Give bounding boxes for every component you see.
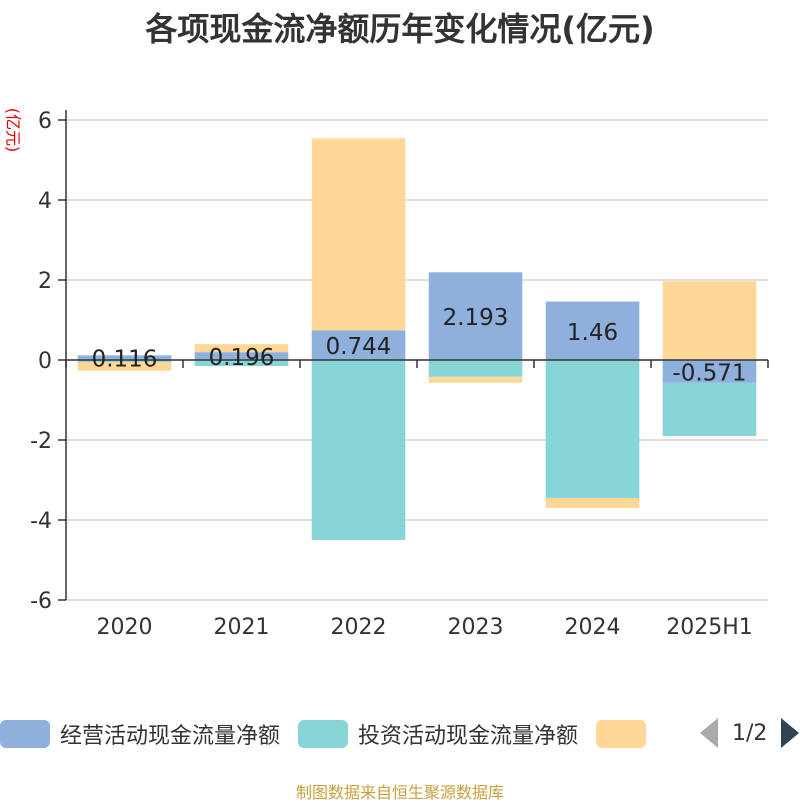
bar-series1-2020 xyxy=(77,360,172,362)
legend-item-operating[interactable]: 经营活动现金流量净额 xyxy=(0,718,280,750)
legend-swatch-operating xyxy=(0,720,50,748)
bar-series0-2024 xyxy=(545,301,640,360)
x-tick-label: 2025H1 xyxy=(666,615,753,640)
x-tick-label: 2023 xyxy=(448,615,504,640)
legend-swatch-financing xyxy=(596,720,647,748)
source-note: 制图数据来自恒生聚源数据库 xyxy=(295,783,504,802)
y-tick-label: 6 xyxy=(38,109,52,134)
data-label: 2.193 xyxy=(443,305,509,331)
bar-series0-2022 xyxy=(311,330,406,360)
next-page-arrow-icon[interactable] xyxy=(781,718,800,748)
bar-series2-2020 xyxy=(77,362,172,371)
prev-page-arrow-icon[interactable] xyxy=(700,718,718,748)
chart-plot: 6 4 2 0 -2 -4 -6 2020 2021 2022 2023 2024 2025H1 0.1… xyxy=(30,109,769,640)
bar-series1-2023 xyxy=(428,360,523,377)
chart-title: 各项现金流净额历年变化情况(亿元) xyxy=(145,10,655,48)
page-indicator: 1/2 xyxy=(732,720,768,746)
legend-item-financing[interactable] xyxy=(596,720,647,748)
y-tick-label: -4 xyxy=(30,509,52,534)
bar-series0-2021 xyxy=(194,352,289,360)
x-tick-label: 2021 xyxy=(214,615,270,640)
legend-label-operating: 经营活动现金流量净额 xyxy=(60,724,281,749)
data-label: -0.571 xyxy=(672,360,746,386)
bar-series2-2025H1 xyxy=(662,281,757,360)
data-label: 1.46 xyxy=(567,320,618,346)
y-tick-label: 0 xyxy=(38,349,52,374)
y-tick-label: -6 xyxy=(30,589,52,614)
bar-series2-2022 xyxy=(311,138,406,331)
legend-swatch-investing xyxy=(298,720,349,748)
legend-pager: 1/2 xyxy=(700,718,800,748)
x-tick-label: 2020 xyxy=(97,615,153,640)
legend-item-investing[interactable]: 投资活动现金流量净额 xyxy=(298,718,578,750)
y-tick-label: 4 xyxy=(38,189,52,214)
bar-series0-2023 xyxy=(428,272,523,360)
x-tick-label: 2022 xyxy=(331,615,387,640)
bar-series2-2024 xyxy=(545,498,640,508)
bar-series1-2024 xyxy=(545,360,640,498)
bar-series1-2025H1 xyxy=(662,382,757,437)
data-label: 0.116 xyxy=(92,347,158,373)
y-tick-label: -2 xyxy=(30,429,52,454)
bar-series2-2021 xyxy=(194,344,289,353)
y-tick-label: 2 xyxy=(38,269,52,294)
legend: 经营活动现金流量净额 投资活动现金流量净额 xyxy=(0,716,664,752)
bar-series2-2023 xyxy=(428,376,523,383)
x-tick-label: 2024 xyxy=(565,615,621,640)
bar-series0-2025H1 xyxy=(662,360,757,383)
bar-series1-2021 xyxy=(194,360,289,366)
data-label: 0.196 xyxy=(209,345,275,371)
data-label: 0.744 xyxy=(326,334,392,360)
bar-series1-2022 xyxy=(311,360,406,540)
bar-series0-2020 xyxy=(77,355,172,360)
legend-label-investing: 投资活动现金流量净额 xyxy=(358,724,579,749)
